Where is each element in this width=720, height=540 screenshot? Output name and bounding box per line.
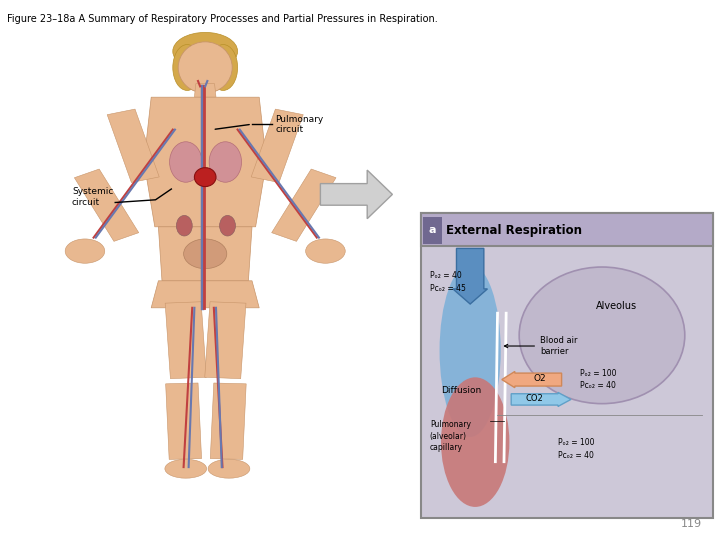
Polygon shape (107, 109, 159, 183)
Ellipse shape (176, 215, 192, 236)
Text: Pₒ₂ = 100
Pᴄₒ₂ = 40: Pₒ₂ = 100 Pᴄₒ₂ = 40 (580, 369, 616, 390)
FancyArrow shape (511, 393, 571, 407)
Ellipse shape (519, 267, 685, 404)
Text: External Respiration: External Respiration (446, 224, 582, 237)
Text: a: a (429, 225, 436, 235)
Ellipse shape (184, 239, 227, 269)
Text: Alveolus: Alveolus (596, 301, 637, 310)
Polygon shape (166, 383, 202, 460)
Ellipse shape (65, 239, 105, 263)
Polygon shape (74, 169, 139, 241)
Ellipse shape (441, 377, 509, 507)
Text: Pulmonary
(alveolar)
capillary: Pulmonary (alveolar) capillary (430, 421, 471, 451)
Polygon shape (144, 97, 266, 227)
Text: Blood air
barrier: Blood air barrier (505, 336, 577, 356)
Text: Diffusion: Diffusion (441, 386, 482, 395)
FancyArrow shape (502, 372, 562, 388)
Text: Figure 23–18a A Summary of Respiratory Processes and Partial Pressures in Respir: Figure 23–18a A Summary of Respiratory P… (7, 14, 438, 24)
Ellipse shape (439, 264, 501, 437)
Ellipse shape (305, 239, 346, 263)
Polygon shape (271, 169, 336, 241)
Polygon shape (194, 84, 216, 97)
Polygon shape (251, 109, 303, 183)
Text: 119: 119 (681, 519, 702, 529)
Ellipse shape (209, 45, 238, 90)
FancyBboxPatch shape (421, 213, 713, 518)
Ellipse shape (170, 141, 202, 183)
Polygon shape (320, 170, 392, 219)
Text: Pulmonary
circuit: Pulmonary circuit (275, 114, 323, 134)
Text: Pₒ₂ = 100
Pᴄₒ₂ = 40: Pₒ₂ = 100 Pᴄₒ₂ = 40 (558, 438, 595, 460)
FancyArrow shape (453, 248, 487, 304)
FancyBboxPatch shape (421, 213, 713, 246)
Ellipse shape (194, 167, 216, 186)
Polygon shape (151, 281, 259, 308)
Ellipse shape (210, 141, 242, 183)
Text: CO2: CO2 (526, 394, 543, 403)
Text: Pₒ₂ = 40
Pᴄₒ₂ = 45: Pₒ₂ = 40 Pᴄₒ₂ = 45 (430, 271, 466, 293)
Ellipse shape (173, 45, 202, 90)
Polygon shape (158, 227, 252, 281)
Ellipse shape (179, 42, 232, 93)
Ellipse shape (165, 459, 207, 478)
Polygon shape (210, 383, 246, 460)
Polygon shape (204, 302, 246, 379)
Text: O2: O2 (534, 374, 546, 383)
Polygon shape (165, 302, 207, 379)
Ellipse shape (173, 32, 238, 70)
FancyBboxPatch shape (423, 217, 442, 244)
Text: Systemic
circuit: Systemic circuit (72, 187, 113, 207)
Ellipse shape (208, 459, 250, 478)
Ellipse shape (220, 215, 235, 236)
